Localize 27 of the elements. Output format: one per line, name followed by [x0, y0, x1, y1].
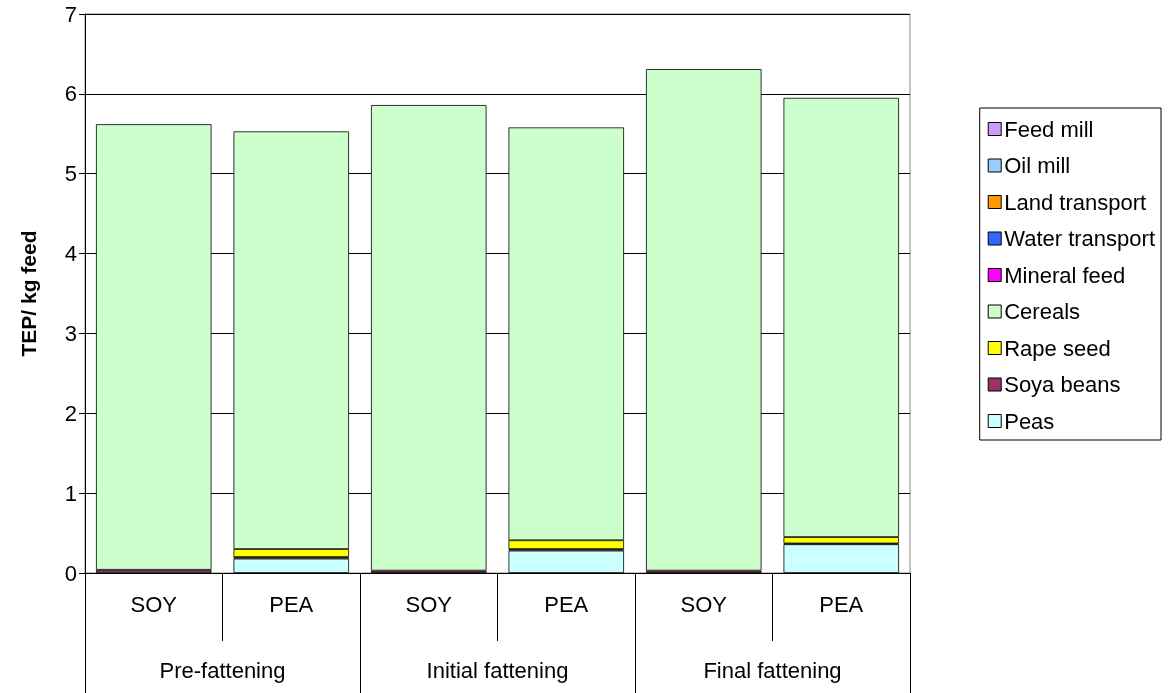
text: Pre-fattening — [159, 657, 286, 683]
y-tick-label: 4 — [64, 241, 77, 267]
legend-label: Feed mill — [1004, 116, 1094, 142]
text: Initial fattening — [426, 657, 569, 683]
legend-label: Rape seed — [1004, 335, 1111, 361]
y-tick-label: 1 — [64, 480, 77, 506]
x-tick-label: PEA — [544, 591, 589, 617]
legend-label: Water transport — [1004, 226, 1156, 251]
y-axis-title: TEP/ kg feed — [17, 230, 40, 357]
text: Final fattening — [703, 657, 842, 683]
y-tick-label: 3 — [64, 320, 77, 346]
legend-label: Oil mill — [1004, 153, 1071, 178]
y-tick-label: 5 — [64, 161, 77, 187]
x-tick-label: PEA — [819, 591, 864, 617]
legend-label: Land transport — [1004, 189, 1147, 215]
legend-label: Peas — [1004, 408, 1055, 434]
legend-label: Soya beans — [1004, 372, 1121, 397]
y-tick-label: 6 — [64, 81, 77, 107]
x-tick-label: PEA — [269, 591, 314, 617]
y-tick-label: 7 — [64, 1, 77, 27]
y-tick-label: 0 — [64, 560, 77, 586]
legend-label: Cereals — [1004, 299, 1081, 324]
x-tick-label: SOY — [680, 591, 728, 617]
y-tick-label: 2 — [64, 400, 77, 426]
x-tick-label: SOY — [130, 591, 178, 617]
x-tick-label: SOY — [405, 591, 453, 617]
legend-label: Mineral feed — [1004, 262, 1126, 288]
